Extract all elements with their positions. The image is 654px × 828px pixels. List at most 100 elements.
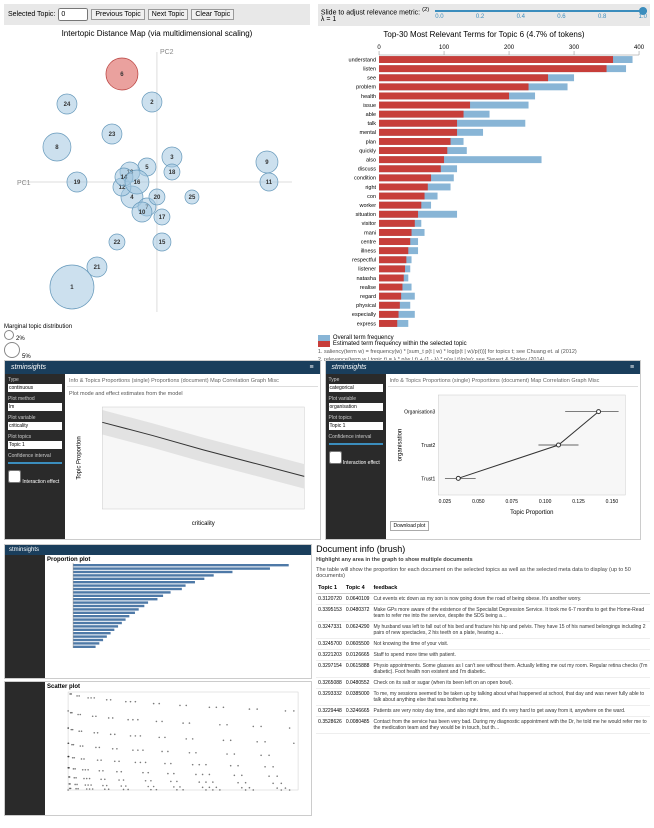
var-select[interactable]: organisation <box>329 403 383 411</box>
mid-right-tabs[interactable]: Info & Topics Proportions (single) Propo… <box>388 376 639 387</box>
svg-text:mental: mental <box>359 130 376 136</box>
svg-text:Trust1: Trust1 <box>421 476 435 482</box>
bl-sidebar-1 <box>5 555 45 678</box>
legend-topic: Estimated term frequency within the sele… <box>318 341 650 347</box>
svg-text:con: con <box>367 194 376 200</box>
table-row[interactable]: 0.32650880.0480552Check on its salt or s… <box>316 678 650 689</box>
svg-text:issue: issue <box>363 103 376 109</box>
svg-text:condition: condition <box>354 176 376 182</box>
svg-text:listener: listener <box>358 267 376 273</box>
svg-text:0.050: 0.050 <box>472 499 485 505</box>
mid-left-header: stminsights <box>11 364 46 371</box>
table-row[interactable]: 0.31207200.0640109Cut events etc down as… <box>316 594 650 605</box>
menu-icon[interactable]: ≡ <box>309 364 313 371</box>
svg-text:11: 11 <box>266 180 273 186</box>
continuous-effect-chart: criticality Topic Proportion <box>67 399 318 529</box>
selected-topic-input[interactable] <box>58 8 88 21</box>
table-row[interactable]: 0.33951530.0480372Make GPs more aware of… <box>316 605 650 622</box>
menu-icon[interactable]: ≡ <box>630 364 634 371</box>
var-select[interactable]: criticality <box>8 422 62 430</box>
table-row[interactable]: 0.32457000.0605500Not knowing the time o… <box>316 639 650 650</box>
table-row[interactable]: 0.32294480.3246665Patients are very nois… <box>316 706 650 717</box>
svg-text:express: express <box>357 322 377 328</box>
table-row[interactable]: 0.35286260.0080485Contact from the servi… <box>316 717 650 734</box>
svg-text:PC2: PC2 <box>160 49 174 56</box>
relevance-slider-row: Slide to adjust relevance metric: (2) λ … <box>318 4 650 26</box>
type-select[interactable]: continuous <box>8 384 62 392</box>
svg-text:criticality: criticality <box>192 521 215 527</box>
prev-topic-button[interactable]: Previous Topic <box>91 9 144 20</box>
svg-text:200: 200 <box>504 45 515 51</box>
doc-table: Topic 1Topic 4feedback0.31207200.0640109… <box>316 583 650 734</box>
svg-text:0.025: 0.025 <box>438 499 451 505</box>
svg-text:Trust2: Trust2 <box>421 443 435 449</box>
method-select[interactable]: lm <box>8 403 62 411</box>
bars-title: Top-30 Most Relevant Terms for Topic 6 (… <box>318 30 650 39</box>
svg-text:worker: worker <box>358 203 376 209</box>
svg-text:Topic Proportion: Topic Proportion <box>76 436 82 479</box>
svg-text:PC1: PC1 <box>17 180 31 187</box>
table-row[interactable]: 0.32933320.0385000To me, my sessions see… <box>316 689 650 706</box>
svg-text:23: 23 <box>109 132 116 138</box>
svg-text:especially: especially <box>352 312 376 318</box>
topic-toolbar: Selected Topic: Previous Topic Next Topi… <box>4 4 310 25</box>
svg-text:respectful: respectful <box>352 258 376 264</box>
mid-left-sidebar: Typecontinuous Plot methodlm Plot variab… <box>5 374 65 539</box>
svg-text:20: 20 <box>154 195 161 201</box>
svg-text:organisation: organisation <box>397 429 403 462</box>
type-select[interactable]: categorical <box>329 384 383 392</box>
table-row[interactable]: 0.32212030.0126665Staff to spend more ti… <box>316 650 650 661</box>
svg-text:illness: illness <box>361 249 377 255</box>
slider-sup: (2) <box>422 7 429 13</box>
scatter-plot[interactable] <box>47 690 309 800</box>
interaction-checkbox[interactable] <box>8 470 21 483</box>
table-row[interactable]: 0.32971540.0615888Physio appointments. S… <box>316 661 650 678</box>
svg-text:plan: plan <box>366 140 376 146</box>
svg-text:15: 15 <box>159 240 166 246</box>
mid-left-panel: stminsights ≡ Typecontinuous Plot method… <box>4 360 321 540</box>
svg-text:400: 400 <box>634 45 645 51</box>
svg-text:discuss: discuss <box>358 167 377 173</box>
svg-text:21: 21 <box>94 265 101 271</box>
ci-slider[interactable] <box>8 462 62 464</box>
term-bars-chart[interactable]: 0100200300400understandlistenseeproblemh… <box>318 43 650 333</box>
svg-text:listen: listen <box>363 67 376 73</box>
svg-text:centre: centre <box>361 240 376 246</box>
proportion-plot <box>47 563 309 658</box>
svg-text:see: see <box>367 76 376 82</box>
slider-label: Slide to adjust relevance metric: <box>321 9 420 16</box>
bl-sidebar-2 <box>5 682 45 815</box>
svg-text:able: able <box>366 112 376 118</box>
topics-select[interactable]: Topic 1 <box>8 441 62 449</box>
mid-left-tabs[interactable]: Info & Topics Proportions (single) Propo… <box>67 376 318 387</box>
download-plot-button[interactable]: Download plot <box>390 521 430 531</box>
svg-text:10: 10 <box>139 210 146 216</box>
bl-header-1: stminsights <box>5 545 311 555</box>
svg-text:physical: physical <box>356 303 376 309</box>
svg-text:17: 17 <box>159 215 166 221</box>
svg-text:0.075: 0.075 <box>505 499 518 505</box>
clear-topic-button[interactable]: Clear Topic <box>191 9 234 20</box>
topics-select[interactable]: Topic 1 <box>329 422 383 430</box>
svg-text:right: right <box>365 185 376 191</box>
svg-text:also: also <box>366 158 376 164</box>
intertopic-title: Intertopic Distance Map (via multidimens… <box>4 29 310 38</box>
intertopic-map[interactable]: PC1PC21234567891011121314151617181920212… <box>4 42 310 322</box>
slider-handle[interactable] <box>639 7 647 15</box>
ci-slider[interactable] <box>329 443 383 445</box>
doc-desc: The table will show the proportion for e… <box>316 567 650 579</box>
svg-text:16: 16 <box>134 180 141 186</box>
svg-text:visitor: visitor <box>362 221 377 227</box>
svg-text:24: 24 <box>64 102 71 108</box>
svg-text:realise: realise <box>360 285 376 291</box>
mid-right-header: stminsights <box>332 364 367 371</box>
table-row[interactable]: 0.32473310.0624290My husband was left to… <box>316 622 650 639</box>
relevance-slider[interactable] <box>435 10 647 12</box>
next-topic-button[interactable]: Next Topic <box>148 9 189 20</box>
mid-right-sidebar: Typecategorical Plot variableorganisatio… <box>326 374 386 539</box>
svg-text:100: 100 <box>439 45 450 51</box>
interaction-checkbox[interactable] <box>329 451 342 464</box>
svg-text:Organisation3: Organisation3 <box>404 410 435 416</box>
svg-text:0.150: 0.150 <box>605 499 618 505</box>
svg-text:mani: mani <box>364 231 376 237</box>
